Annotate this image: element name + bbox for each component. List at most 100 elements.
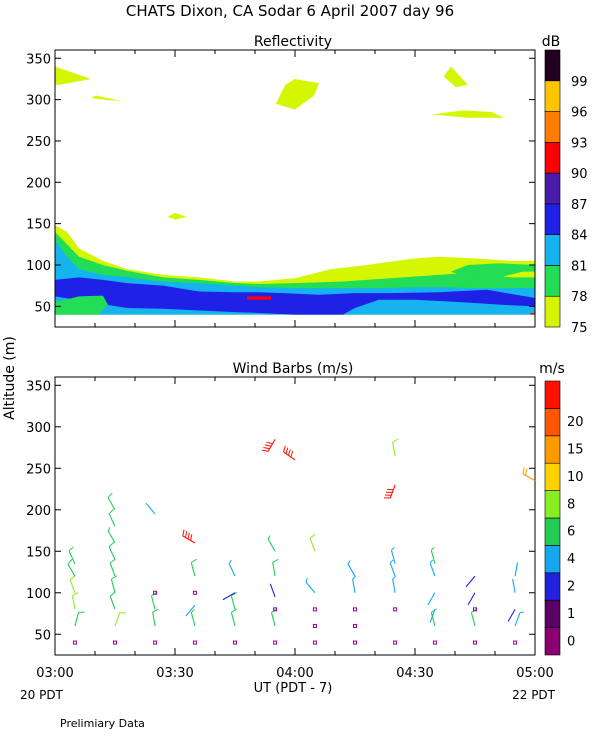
wind-barb bbox=[107, 527, 116, 544]
wind-barb bbox=[71, 592, 79, 610]
wind-barb-calm bbox=[312, 623, 317, 628]
wind-barb-feather bbox=[107, 527, 111, 532]
wind-barb bbox=[109, 591, 116, 610]
wind-barb-calm bbox=[353, 623, 357, 628]
reflectivity-y-tick-label: 350 bbox=[26, 52, 51, 67]
reflectivity-colorbar-label: 93 bbox=[571, 136, 588, 151]
wind-barb bbox=[108, 542, 116, 560]
wind-barb-shaft bbox=[109, 562, 116, 577]
wind-barb bbox=[107, 492, 116, 511]
wind-barb-feather bbox=[152, 608, 159, 613]
wind-barb bbox=[145, 502, 156, 515]
wind-barb bbox=[74, 611, 85, 627]
wind-barb-shaft bbox=[68, 550, 76, 564]
wind-barb bbox=[514, 562, 519, 577]
wind-barb-calm bbox=[153, 640, 158, 645]
wind-barb-feather bbox=[266, 441, 273, 445]
wind-colorbar-swatch bbox=[544, 627, 561, 656]
reflectivity-colorbar-swatch bbox=[544, 295, 561, 328]
wind-barb-feather bbox=[108, 542, 115, 548]
wind-barb-calm bbox=[192, 640, 197, 645]
wind-barb bbox=[392, 438, 399, 456]
wind-barb-calm bbox=[233, 640, 237, 645]
wind-barb bbox=[68, 546, 76, 564]
wind-barb-feather bbox=[309, 533, 316, 539]
wind-colorbar-swatch bbox=[544, 572, 561, 601]
wind-barb bbox=[69, 575, 76, 593]
wind-barb-feather bbox=[190, 534, 193, 541]
wind-barb-shaft bbox=[467, 592, 476, 606]
wind-barb-feather bbox=[264, 444, 272, 447]
reflectivity-colorbar-swatch bbox=[544, 49, 561, 82]
reflectivity-panel: 50 100 150 200 250 300 350 Reflectivity 75 78 81… bbox=[26, 34, 587, 336]
wind-barb-shaft bbox=[222, 592, 236, 601]
wind-barb-shaft bbox=[190, 562, 196, 577]
wind-barb-feather bbox=[190, 609, 195, 613]
reflectivity-y-tick-label: 300 bbox=[26, 94, 51, 109]
reflectivity-patch-1 bbox=[451, 263, 535, 279]
wind-barb bbox=[222, 592, 236, 601]
wind-barb-shaft bbox=[150, 595, 156, 610]
wind-barb bbox=[429, 559, 436, 577]
wind-y-tick-label: 100 bbox=[26, 587, 51, 602]
wind-barb-shaft bbox=[230, 612, 236, 627]
x-axis-label: UT (PDT - 7) bbox=[254, 681, 333, 696]
wind-colorbar-swatch bbox=[544, 599, 561, 628]
wind-barbs-title: Wind Barbs (m/s) bbox=[233, 361, 354, 377]
wind-barb-shaft bbox=[392, 441, 396, 456]
reflectivity-colorbar-label: 90 bbox=[571, 167, 588, 182]
wind-barb-shaft bbox=[309, 537, 316, 552]
wind-barb bbox=[470, 608, 477, 627]
wind-barb-shaft bbox=[107, 497, 116, 511]
wind-barb-feather bbox=[267, 535, 271, 540]
wind-colorbar-label: 15 bbox=[567, 443, 584, 458]
wind-x-tick-label: 03:00 bbox=[36, 666, 73, 681]
reflectivity-patch-6 bbox=[431, 110, 504, 118]
wind-x-tick-label: 05:00 bbox=[516, 666, 553, 681]
reflectivity-colorbar-swatch bbox=[544, 80, 561, 112]
reflectivity-patch-5 bbox=[443, 66, 468, 88]
wind-barb bbox=[283, 445, 296, 461]
wind-barb-shaft bbox=[270, 612, 276, 627]
wind-barb-shaft bbox=[390, 550, 396, 564]
wind-barb-shaft bbox=[71, 595, 76, 610]
wind-barb-feather bbox=[182, 529, 185, 537]
wind-barb-feather bbox=[69, 575, 76, 580]
reflectivity-colorbar-label: 81 bbox=[571, 259, 588, 274]
wind-barb-feather bbox=[108, 508, 115, 515]
reflectivity-patch-4 bbox=[275, 78, 319, 110]
wind-barb bbox=[182, 529, 196, 544]
wind-barb-feather bbox=[392, 576, 397, 580]
wind-barb-feather bbox=[305, 578, 308, 583]
wind-barb-feather bbox=[184, 531, 188, 538]
reflectivity-y-tick-label: 150 bbox=[26, 218, 51, 233]
wind-colorbar-swatch bbox=[544, 408, 561, 437]
reflectivity-patch-2 bbox=[55, 66, 91, 85]
wind-barb-feather bbox=[429, 559, 434, 564]
wind-barb-shaft bbox=[267, 438, 276, 452]
reflectivity-colorbar-label: 75 bbox=[571, 321, 588, 336]
wind-barb-feather bbox=[187, 532, 190, 540]
reflectivity-patch-3 bbox=[91, 95, 123, 102]
wind-barb bbox=[270, 608, 278, 627]
wind-barb bbox=[109, 558, 116, 577]
wind-barb-feather bbox=[352, 576, 356, 580]
reflectivity-colorbar-swatch bbox=[544, 172, 561, 205]
reflectivity-colorbar-swatch bbox=[544, 234, 561, 266]
local-time-end: 22 PDT bbox=[512, 688, 556, 702]
wind-barb bbox=[114, 612, 127, 627]
wind-barb bbox=[467, 592, 476, 606]
reflectivity-colorbar-swatch bbox=[544, 111, 561, 143]
wind-barb-shaft bbox=[430, 612, 436, 627]
wind-barb bbox=[512, 578, 516, 593]
wind-barb bbox=[152, 608, 159, 627]
wind-barb-shaft bbox=[429, 562, 436, 577]
wind-barb-calm bbox=[393, 640, 398, 645]
wind-barb-feather bbox=[228, 559, 232, 564]
wind-barb-feather bbox=[524, 468, 528, 476]
wind-barb-feather bbox=[391, 547, 395, 551]
wind-barb bbox=[507, 609, 516, 622]
wind-barb-feather bbox=[519, 611, 524, 614]
wind-barb bbox=[110, 575, 117, 593]
